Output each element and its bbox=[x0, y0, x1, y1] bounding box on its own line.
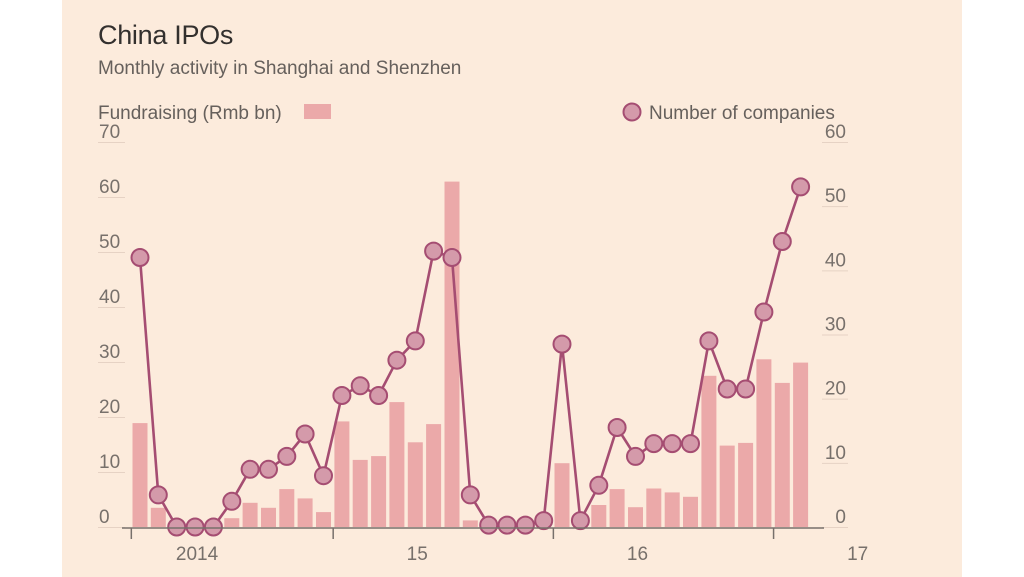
bar-2016-07 bbox=[738, 442, 754, 527]
point-2015-03 bbox=[442, 248, 462, 267]
point-2015-05 bbox=[479, 515, 499, 535]
bar-2015-04 bbox=[462, 520, 478, 527]
bar-2015-11 bbox=[591, 505, 607, 527]
point-2015-06 bbox=[497, 515, 517, 535]
bar-2015-09 bbox=[554, 463, 570, 527]
x-tick-label: 2014 bbox=[176, 544, 219, 565]
point-2014-01 bbox=[185, 517, 205, 537]
point-2015-10 bbox=[570, 511, 590, 531]
bar-2016-06 bbox=[719, 445, 735, 527]
bar-2015-03 bbox=[444, 181, 460, 527]
point-2015-09 bbox=[552, 334, 572, 354]
point-2013-10 bbox=[130, 248, 150, 267]
y-left-tick-label: 60 bbox=[99, 177, 120, 198]
point-2016-10 bbox=[791, 177, 811, 197]
y-right-tick-label: 30 bbox=[825, 315, 846, 336]
point-2016-08 bbox=[754, 302, 774, 322]
line-series bbox=[130, 177, 811, 537]
point-2016-01 bbox=[626, 446, 645, 466]
y-right-tick-label: 40 bbox=[825, 250, 846, 271]
legend-line-label: Number of companies bbox=[649, 103, 835, 124]
bar-2014-06 bbox=[279, 489, 295, 527]
point-2016-02 bbox=[644, 434, 664, 454]
point-2016-05 bbox=[699, 331, 719, 351]
y-left-tick-label: 10 bbox=[99, 452, 120, 473]
bar-2014-08 bbox=[316, 512, 331, 527]
right-margin-band bbox=[962, 0, 1024, 577]
y-left-tick-label: 40 bbox=[99, 287, 120, 308]
bar-2016-01 bbox=[628, 507, 643, 527]
point-2013-11 bbox=[148, 485, 168, 505]
y-left-tick-label: 20 bbox=[99, 397, 120, 418]
point-2016-03 bbox=[662, 434, 682, 454]
bar-2014-12 bbox=[389, 402, 405, 527]
y-right-tick-label: 10 bbox=[825, 443, 846, 464]
axes: 0 10 20 30 40 50 60 70 0 10 20 30 40 50 60 2014 15 16 17 bbox=[99, 122, 868, 565]
bar-2014-04 bbox=[242, 502, 258, 527]
point-2014-10 bbox=[350, 376, 370, 396]
y-left-tick-label: 30 bbox=[99, 342, 120, 363]
point-2014-04 bbox=[240, 459, 260, 479]
chart-subtitle: Monthly activity in Shanghai and Shenzhe… bbox=[98, 58, 462, 79]
bar-2014-10 bbox=[352, 459, 368, 527]
bar-2013-10 bbox=[132, 423, 148, 527]
point-2014-07 bbox=[295, 424, 315, 444]
legend: Fundraising (Rmb bn) Number of companies bbox=[98, 102, 835, 124]
bars-series bbox=[132, 181, 809, 528]
point-2014-02 bbox=[203, 517, 223, 537]
x-tick-label: 17 bbox=[847, 544, 868, 565]
left-margin-band bbox=[0, 0, 62, 577]
bar-2014-07 bbox=[297, 498, 313, 527]
y-left-tick-label: 50 bbox=[99, 232, 120, 253]
point-2016-09 bbox=[772, 232, 792, 251]
point-2015-01 bbox=[405, 331, 425, 351]
y-right-tick-label: 50 bbox=[825, 186, 846, 207]
point-2015-07 bbox=[515, 515, 535, 535]
bar-2014-09 bbox=[334, 421, 350, 527]
bar-2016-03 bbox=[664, 492, 680, 527]
y-left-tick-label: 0 bbox=[99, 507, 110, 528]
bar-2016-04 bbox=[683, 496, 698, 528]
bar-2015-01 bbox=[407, 442, 423, 527]
bar-2013-11 bbox=[150, 507, 166, 528]
bar-2016-08 bbox=[756, 359, 772, 528]
point-2015-12 bbox=[607, 418, 627, 437]
legend-line-marker bbox=[622, 102, 642, 122]
bar-2016-10 bbox=[793, 362, 809, 527]
point-2016-04 bbox=[681, 434, 700, 454]
bar-2014-11 bbox=[371, 456, 387, 527]
bar-2016-05 bbox=[701, 375, 717, 528]
bar-2014-05 bbox=[261, 507, 276, 528]
legend-bars-swatch bbox=[304, 104, 331, 119]
point-2014-08 bbox=[314, 466, 333, 486]
bar-2016-02 bbox=[646, 488, 662, 527]
point-2015-04 bbox=[460, 485, 480, 505]
bar-2015-12 bbox=[609, 489, 625, 527]
point-2015-08 bbox=[534, 511, 554, 531]
legend-bars-label: Fundraising (Rmb bn) bbox=[98, 103, 282, 124]
point-2014-05 bbox=[259, 459, 278, 479]
y-right-tick-label: 60 bbox=[825, 122, 846, 143]
point-2014-11 bbox=[369, 386, 389, 405]
point-2014-06 bbox=[277, 446, 297, 466]
gridlines bbox=[98, 142, 848, 528]
bar-2014-03 bbox=[224, 518, 240, 527]
x-tick-label: 16 bbox=[627, 544, 648, 565]
y-right-tick-label: 0 bbox=[835, 507, 846, 528]
point-2014-03 bbox=[222, 491, 242, 511]
y-right-tick-label: 20 bbox=[825, 379, 846, 400]
point-2016-06 bbox=[717, 379, 737, 399]
bar-2016-09 bbox=[774, 382, 790, 527]
point-2013-12 bbox=[167, 517, 187, 537]
bar-2015-02 bbox=[426, 424, 442, 527]
point-2014-12 bbox=[387, 350, 407, 370]
chart-title: China IPOs bbox=[98, 20, 234, 50]
y-left-tick-label: 70 bbox=[99, 122, 120, 143]
x-tick-label: 15 bbox=[407, 544, 428, 565]
point-2015-11 bbox=[589, 475, 609, 495]
point-2016-07 bbox=[736, 379, 756, 399]
point-2015-02 bbox=[424, 241, 444, 261]
point-2014-09 bbox=[332, 386, 352, 405]
